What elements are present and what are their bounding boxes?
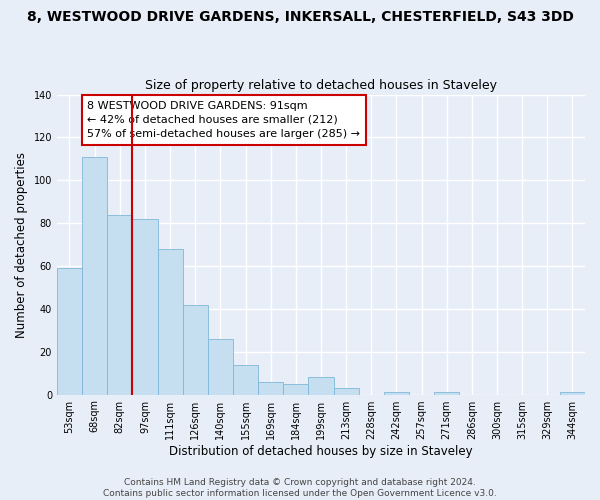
X-axis label: Distribution of detached houses by size in Staveley: Distribution of detached houses by size … (169, 444, 473, 458)
Bar (283, 384, 308, 394)
Text: 8, WESTWOOD DRIVE GARDENS, INKERSALL, CHESTERFIELD, S43 3DD: 8, WESTWOOD DRIVE GARDENS, INKERSALL, CH… (26, 10, 574, 24)
Bar (182, 304, 208, 394)
Bar (208, 339, 233, 394)
Y-axis label: Number of detached properties: Number of detached properties (15, 152, 28, 338)
Bar (82, 156, 107, 394)
Bar (133, 219, 158, 394)
Bar (384, 392, 409, 394)
Bar (308, 378, 334, 394)
Bar (334, 388, 359, 394)
Bar (560, 392, 585, 394)
Text: Contains HM Land Registry data © Crown copyright and database right 2024.
Contai: Contains HM Land Registry data © Crown c… (103, 478, 497, 498)
Bar (57, 268, 82, 394)
Bar (258, 382, 283, 394)
Bar (107, 214, 133, 394)
Bar (434, 392, 459, 394)
Bar (233, 364, 258, 394)
Title: Size of property relative to detached houses in Staveley: Size of property relative to detached ho… (145, 79, 497, 92)
Text: 8 WESTWOOD DRIVE GARDENS: 91sqm
← 42% of detached houses are smaller (212)
57% o: 8 WESTWOOD DRIVE GARDENS: 91sqm ← 42% of… (87, 101, 360, 139)
Bar (158, 249, 182, 394)
